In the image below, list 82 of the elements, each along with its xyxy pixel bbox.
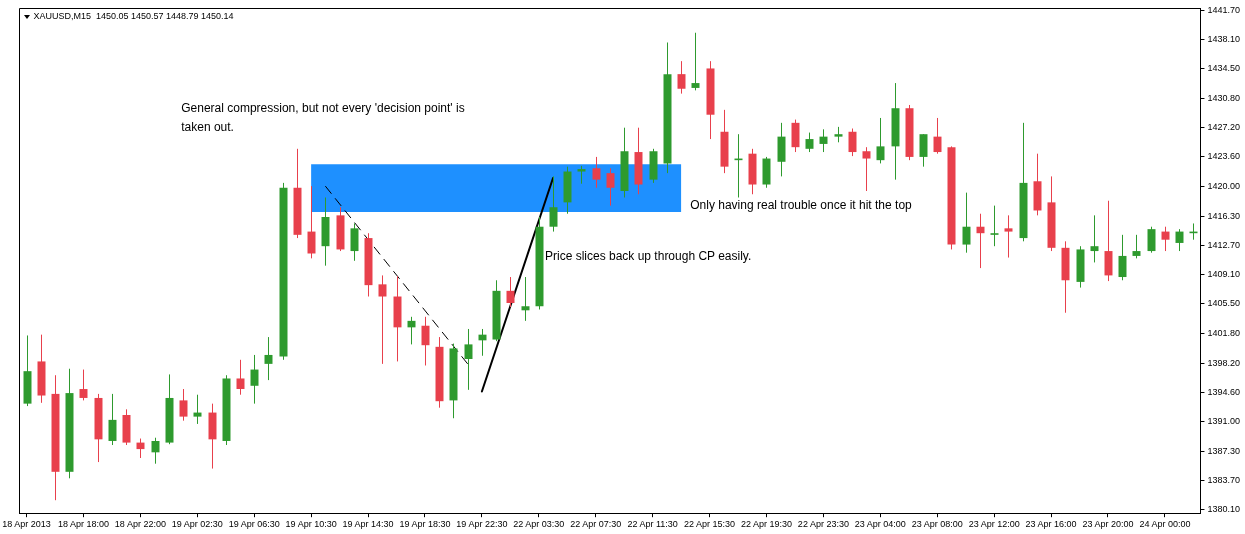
- x-tick-label: 23 Apr 04:00: [854, 519, 906, 530]
- candlestick: [236, 359, 245, 396]
- candlestick: [1161, 226, 1170, 252]
- y-tick-label: 1427.20: [1207, 122, 1241, 133]
- y-tick-label: 1394.60: [1207, 386, 1241, 397]
- candlestick: [407, 316, 416, 345]
- x-tick-label: 19 Apr 06:30: [228, 519, 280, 530]
- y-tick-label: 1434.50: [1207, 62, 1241, 73]
- candlestick: [876, 117, 885, 164]
- x-tick-label: 22 Apr 07:30: [570, 519, 622, 530]
- x-tick-label: 19 Apr 02:30: [171, 519, 223, 530]
- y-tick-label: 1391.00: [1207, 415, 1241, 426]
- candlestick: [250, 354, 259, 405]
- x-tick-label: 22 Apr 03:30: [513, 519, 565, 530]
- annotation: Only having real trouble once it hit the top: [690, 198, 913, 213]
- annotation: Price slices back up through CP easily.: [544, 248, 752, 263]
- y-tick-label: 1405.50: [1207, 298, 1241, 309]
- candlestick: [179, 388, 188, 422]
- candlestick: [962, 192, 971, 254]
- candlestick: [378, 274, 387, 365]
- x-tick-label: 22 Apr 11:30: [627, 519, 678, 530]
- candlestick: [919, 133, 928, 168]
- x-tick-label: 23 Apr 12:00: [968, 519, 1020, 530]
- x-tick-label: 23 Apr 20:00: [1082, 519, 1134, 530]
- x-tick-label: 22 Apr 23:30: [797, 519, 849, 530]
- x-tick-label: 18 Apr 18:00: [57, 519, 109, 530]
- x-tick-label: 22 Apr 15:30: [684, 519, 736, 530]
- candlestick: [862, 146, 871, 192]
- annotation: General compression, but not every 'decision point' is taken out.: [181, 101, 465, 135]
- candlestick: [592, 156, 601, 189]
- candlestick: [421, 316, 430, 366]
- x-tick-label: 23 Apr 16:00: [1025, 519, 1077, 530]
- candlestick: [976, 213, 985, 269]
- candlestick: [464, 328, 473, 391]
- x-tick-label: 24 Apr 00:00: [1139, 519, 1191, 530]
- y-tick-label: 1438.10: [1207, 33, 1241, 44]
- candlestick: [805, 132, 814, 153]
- candlestick: [933, 117, 942, 155]
- candlestick: [1132, 234, 1141, 259]
- x-tick-label: 19 Apr 18:30: [399, 519, 451, 530]
- y-tick-label: 1401.80: [1207, 328, 1241, 339]
- y-tick-label: 1409.10: [1207, 269, 1241, 280]
- chart-title: XAUUSD,M15 1450.05 1450.57 1448.79 1450.14: [33, 11, 234, 22]
- candlestick: [193, 394, 202, 425]
- y-tick-label: 1420.00: [1207, 180, 1241, 191]
- x-tick-label: 18 Apr 2013: [2, 519, 51, 530]
- candlestick: [151, 437, 160, 465]
- x-tick-label: 19 Apr 22:30: [456, 519, 508, 530]
- candlestick: [521, 276, 530, 322]
- candlestick: [549, 175, 558, 233]
- y-tick-label: 1387.30: [1207, 446, 1241, 456]
- y-tick-label: 1423.60: [1207, 151, 1241, 162]
- candlestick: [691, 32, 700, 91]
- candlestick: [506, 276, 515, 308]
- candlestick: [606, 167, 615, 207]
- candlestick: [819, 128, 828, 153]
- y-tick-label: 1430.80: [1207, 92, 1241, 103]
- candlestick: [264, 336, 273, 381]
- y-tick-label: 1398.20: [1207, 357, 1241, 368]
- candlestick: [108, 393, 117, 446]
- candlestick: [990, 205, 999, 247]
- x-tick-label: 19 Apr 14:30: [342, 519, 394, 530]
- candlestick: [307, 185, 316, 259]
- y-tick-label: 1416.30: [1207, 210, 1241, 221]
- y-tick-label: 1412.70: [1207, 239, 1241, 250]
- candlestick: [677, 60, 686, 95]
- candlestick: [1090, 214, 1099, 263]
- y-tick-label: 1383.70: [1207, 475, 1241, 486]
- candlestick: [1118, 234, 1127, 281]
- candlestick: [350, 222, 359, 262]
- y-tick-label: 1380.10: [1207, 504, 1241, 515]
- x-tick-label: 19 Apr 10:30: [285, 519, 337, 530]
- candlestick: [136, 438, 145, 459]
- x-tick-label: 22 Apr 19:30: [740, 519, 792, 530]
- y-tick-label: 1441.70: [1207, 4, 1241, 15]
- candlestick: [1004, 214, 1013, 259]
- candlestick: [1147, 226, 1156, 254]
- candlestick: [848, 128, 857, 157]
- candlestick: [1175, 228, 1184, 252]
- x-tick-label: 23 Apr 08:00: [911, 519, 963, 530]
- x-tick-label: 18 Apr 22:00: [114, 519, 166, 530]
- candlestick: [79, 369, 88, 401]
